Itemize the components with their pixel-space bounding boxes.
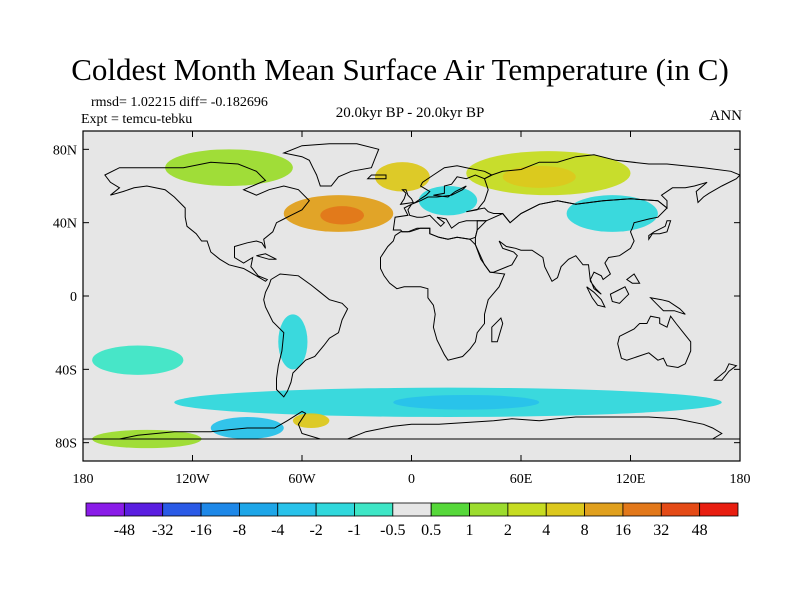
- coastline-6: [617, 315, 692, 369]
- anomaly-region-7: [566, 195, 658, 232]
- colorbar-swatch-14: [622, 502, 662, 517]
- chart-title: Coldest Month Mean Surface Air Temperatu…: [71, 52, 729, 87]
- x-tick-label-5: 120E: [616, 472, 646, 487]
- stats-line: rmsd= 1.02215 diff= -0.182696: [91, 95, 268, 110]
- coastline-8: [83, 410, 740, 440]
- colorbar-label-1: -32: [152, 522, 173, 539]
- y-tick-label-2: 0: [70, 290, 77, 305]
- coastline-15: [366, 174, 387, 180]
- coastline-17: [256, 253, 277, 260]
- x-tick-label-6: 180: [730, 472, 751, 487]
- coastline-13: [491, 317, 504, 343]
- anomaly-region-2: [375, 162, 430, 192]
- coastline-0: [104, 161, 310, 282]
- y-tick-label-1: 40N: [53, 217, 77, 232]
- x-tick-label-1: 120W: [175, 472, 210, 487]
- coastline-3: [380, 227, 506, 361]
- coastline-16: [649, 297, 686, 315]
- colorbar-swatch-13: [584, 502, 624, 517]
- anomaly-region-6: [418, 186, 478, 216]
- x-tick-label-4: 60E: [510, 472, 533, 487]
- chart-subtitle: 20.0kyr BP - 20.0kyr BP: [335, 105, 485, 121]
- colorbar-swatch-12: [545, 502, 585, 517]
- colorbar-swatch-9: [430, 502, 470, 517]
- colorbar-swatch-3: [200, 502, 240, 517]
- colorbar-swatch-0: [85, 502, 125, 517]
- colorbar: -48 -32 -16 -8 -4 -2 -1 -0.5 0.5 1 2 4 8 16 32 48: [85, 502, 739, 539]
- coastline-9: [399, 189, 415, 205]
- y-tick-label-0: 80N: [53, 143, 77, 158]
- coastline-5: [466, 154, 740, 224]
- x-tick-label-0: 180: [73, 472, 94, 487]
- x-axis: 180 120W 60W 0 60E 120E 180: [73, 131, 751, 487]
- coastlines: [83, 143, 740, 440]
- colorbar-swatch-10: [469, 502, 509, 517]
- anomaly-region-14: [292, 413, 330, 428]
- x-tick-label-3: 0: [408, 472, 415, 487]
- colorbar-swatch-11: [507, 502, 547, 517]
- colorbar-label-3: -8: [233, 522, 246, 539]
- anomaly-region-9: [393, 395, 540, 410]
- coastline-11: [586, 286, 606, 308]
- colorbar-swatch-16: [699, 502, 739, 517]
- experiment-line: Expt = temcu-tebku: [81, 112, 193, 127]
- y-tick-label-4: 80S: [55, 437, 77, 452]
- colorbar-label-5: -2: [309, 522, 322, 539]
- colorbar-swatch-1: [123, 502, 164, 517]
- colorbar-swatch-15: [660, 502, 701, 517]
- colorbar-swatch-2: [162, 502, 202, 517]
- anomaly-region-5: [165, 149, 293, 187]
- colorbar-label-10: 2: [504, 522, 512, 539]
- colorbar-label-15: 48: [692, 522, 708, 539]
- coastline-14: [713, 363, 738, 381]
- coastline-7: [282, 143, 380, 187]
- colorbar-label-6: -1: [348, 522, 361, 539]
- anomaly-region-10: [92, 345, 184, 375]
- anomaly-regions: [92, 149, 722, 449]
- x-tick-label-2: 60W: [288, 472, 316, 487]
- colorbar-label-7: -0.5: [380, 522, 405, 539]
- colorbar-swatch-7: [354, 502, 394, 517]
- coastline-18: [625, 273, 641, 284]
- coastline-12: [609, 286, 630, 304]
- colorbar-swatch-6: [315, 502, 355, 517]
- colorbar-label-0: -48: [114, 522, 135, 539]
- colorbar-label-9: 1: [466, 522, 474, 539]
- colorbar-label-2: -16: [190, 522, 211, 539]
- colorbar-swatch-4: [239, 502, 279, 517]
- colorbar-label-4: -4: [271, 522, 284, 539]
- colorbar-label-11: 4: [542, 522, 550, 539]
- colorbar-label-14: 32: [653, 522, 669, 539]
- colorbar-label-12: 8: [581, 522, 589, 539]
- colorbar-swatch-8: [392, 502, 432, 517]
- anomaly-region-1: [320, 206, 365, 225]
- anomaly-region-4: [502, 165, 576, 188]
- anomaly-region-13: [278, 314, 308, 370]
- colorbar-label-13: 16: [615, 522, 631, 539]
- colorbar-swatch-5: [277, 502, 317, 517]
- coastline-1: [263, 273, 349, 398]
- y-tick-label-3: 40S: [55, 363, 77, 378]
- y-axis: 80N 40N 0 40S 80S: [53, 143, 740, 452]
- coastline-10: [648, 220, 672, 241]
- colorbar-label-8: 0.5: [421, 522, 441, 539]
- season-label: ANN: [709, 108, 743, 124]
